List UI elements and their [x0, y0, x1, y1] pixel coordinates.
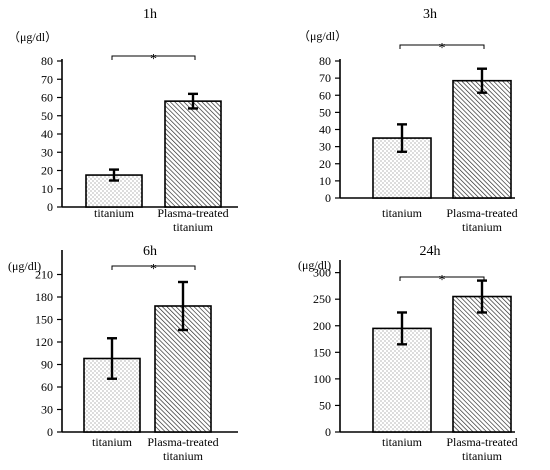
- y-tick-label: 120: [35, 335, 53, 349]
- y-tick-label: 50: [319, 105, 331, 119]
- x-category-label: Plasma-treated titanium: [157, 206, 228, 234]
- y-tick-label: 70: [41, 72, 53, 86]
- x-category-label: Plasma-treated titanium: [446, 206, 517, 234]
- y-tick-label: 180: [35, 290, 53, 304]
- y-tick-label: 80: [319, 54, 331, 68]
- y-tick-label: 20: [41, 164, 53, 178]
- y-tick-label: 0: [325, 191, 331, 205]
- y-tick-label: 80: [41, 54, 53, 68]
- significance-bracket: [399, 44, 485, 49]
- y-unit-label: （μg/dl）: [298, 29, 347, 43]
- x-category-label: titanium: [382, 435, 423, 449]
- y-tick-label: 20: [319, 157, 331, 171]
- y-tick-label: 60: [41, 91, 53, 105]
- y-unit-label: (μg/dl): [298, 258, 331, 272]
- chart-title: 6h: [143, 244, 157, 259]
- y-tick-label: 10: [41, 182, 53, 196]
- bar-titanium: [372, 327, 432, 433]
- x-category-label: Plasma-treated titanium: [147, 435, 218, 463]
- chart-panel-3: 6h (μg/dl) 0 30 60 90 120 150 180 210 titanium Plas…: [8, 244, 238, 463]
- y-tick-label: 150: [35, 313, 53, 327]
- chart-title: 24h: [420, 244, 441, 259]
- y-tick-label: 150: [313, 345, 331, 359]
- y-tick-label: 10: [319, 174, 331, 188]
- x-category-label: titanium: [382, 206, 423, 220]
- significance-star: *: [439, 273, 446, 288]
- y-tick-label: 100: [313, 372, 331, 386]
- y-tick-label: 30: [41, 145, 53, 159]
- y-tick-label: 0: [47, 200, 53, 214]
- y-unit-label: （μg/dl）: [8, 30, 57, 44]
- y-unit-label: (μg/dl): [8, 259, 41, 273]
- chart-panel-4: 24h (μg/dl) 0 50 100 150 200 250 300 titanium Plas…: [298, 244, 518, 463]
- y-tick-label: 60: [41, 380, 53, 394]
- chart-panel-1: 1h （μg/dl） 0 10 20 30 40 50 60 70 80 titanium Plasma…: [8, 7, 238, 234]
- chart-panel-2: 3h （μg/dl） 0 10 20 30 40 50 60 70 80 titanium Plasma…: [298, 7, 518, 234]
- y-tick-label: 30: [319, 140, 331, 154]
- y-tick-label: 0: [325, 425, 331, 439]
- significance-bracket: [111, 265, 196, 270]
- y-tick-label: 50: [319, 398, 331, 412]
- significance-star: *: [150, 262, 157, 277]
- x-category-label: titanium: [92, 435, 133, 449]
- chart-title: 3h: [423, 7, 437, 22]
- y-tick-label: 40: [41, 127, 53, 141]
- y-tick-label: 30: [41, 403, 53, 417]
- bar-plasma-treated-titanium: [164, 100, 222, 208]
- significance-star: *: [439, 41, 446, 56]
- y-tick-label: 300: [313, 266, 331, 280]
- significance-star: *: [150, 52, 157, 67]
- y-tick-label: 90: [41, 358, 53, 372]
- bar-plasma-treated-titanium: [452, 295, 512, 433]
- y-tick-label: 0: [47, 425, 53, 439]
- x-category-label: titanium: [94, 206, 135, 220]
- y-tick-label: 210: [35, 268, 53, 282]
- significance-bracket: [111, 55, 196, 60]
- y-tick-label: 60: [319, 88, 331, 102]
- significance-bracket: [399, 276, 485, 281]
- chart-title: 1h: [143, 7, 157, 22]
- y-tick-label: 50: [41, 109, 53, 123]
- y-tick-label: 40: [319, 123, 331, 137]
- bar-plasma-treated-titanium: [452, 79, 512, 199]
- y-tick-label: 250: [313, 292, 331, 306]
- x-category-label: Plasma-treated titanium: [446, 435, 517, 463]
- y-tick-label: 200: [313, 319, 331, 333]
- y-tick-label: 70: [319, 71, 331, 85]
